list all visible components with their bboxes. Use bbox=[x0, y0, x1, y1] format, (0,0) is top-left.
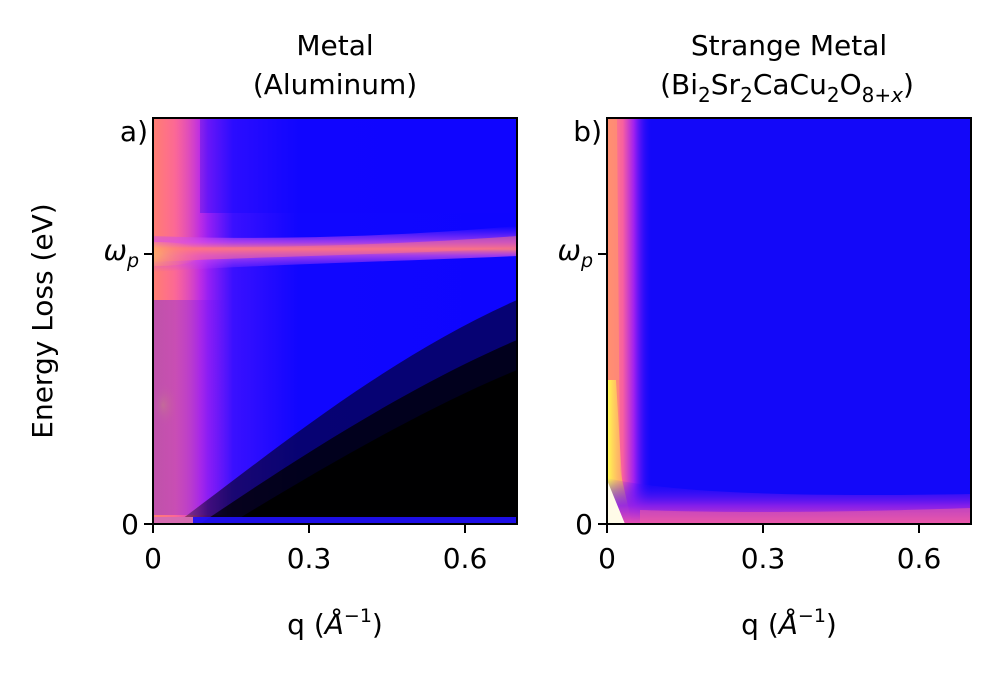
panel-b-label: b) bbox=[573, 115, 602, 148]
panel-a-y-ticks: 0 ωp bbox=[103, 234, 153, 541]
panel-a-title-line1: Metal bbox=[296, 29, 373, 62]
panel-a-y-axis-label: Energy Loss (eV) bbox=[26, 203, 59, 438]
panel-a-x-tick-label: 0.3 bbox=[287, 542, 332, 575]
panel-a-heatmap bbox=[153, 118, 517, 524]
panel-a-label: a) bbox=[120, 115, 148, 148]
panel-b-y-tick-label: ωp bbox=[557, 234, 593, 272]
panel-b-title-line1: Strange Metal bbox=[691, 29, 887, 62]
panel-a-x-axis-label: q (Å−1) bbox=[287, 605, 383, 641]
panel-a-xlabel-main: q ( bbox=[287, 608, 325, 641]
panel-a-x-ticks: 0 0.3 0.6 bbox=[144, 524, 487, 575]
panel-a-y-tick-label: ωp bbox=[103, 234, 139, 272]
panel-a-x-tick-label: 0.6 bbox=[443, 542, 488, 575]
panel-b-x-tick-label: 0.3 bbox=[741, 542, 786, 575]
panel-b-x-tick-label: 0.6 bbox=[897, 542, 942, 575]
panel-b: 0 0.3 0.6 0 ωp b) Strange Metal (Bi2Sr2CaCu… bbox=[557, 29, 972, 641]
panel-b-y-tick-label: 0 bbox=[575, 508, 593, 541]
panel-b-title-line2: (Bi2Sr2CaCu2O8+x) bbox=[660, 68, 914, 107]
panel-b-frame bbox=[606, 117, 972, 525]
panel-a-y-tick-label: 0 bbox=[121, 508, 139, 541]
panel-b-x-ticks: 0 0.3 0.6 bbox=[598, 524, 941, 575]
panel-b-y-ticks: 0 ωp bbox=[557, 234, 607, 541]
panel-a-title-line2: (Aluminum) bbox=[253, 68, 417, 101]
panel-a-frame bbox=[152, 117, 518, 525]
panel-b-xlabel-close: ) bbox=[826, 608, 837, 641]
panel-a-xlabel-unit: Å bbox=[323, 607, 344, 641]
panel-b-xlabel-exp: −1 bbox=[798, 605, 826, 627]
panel-a-x-tick-label: 0 bbox=[144, 542, 162, 575]
panel-b-heatmap bbox=[607, 118, 971, 524]
panel-a-xlabel-close: ) bbox=[372, 608, 383, 641]
panel-b-xlabel-unit: Å bbox=[777, 607, 798, 641]
panel-a: 0 0.3 0.6 0 ωp a) Metal (Aluminum) Energy L… bbox=[26, 29, 518, 641]
panel-a-xlabel-exp: −1 bbox=[344, 605, 372, 627]
panel-b-xlabel-main: q ( bbox=[741, 608, 779, 641]
panel-b-x-tick-label: 0 bbox=[598, 542, 616, 575]
panel-b-x-axis-label: q (Å−1) bbox=[741, 605, 837, 641]
